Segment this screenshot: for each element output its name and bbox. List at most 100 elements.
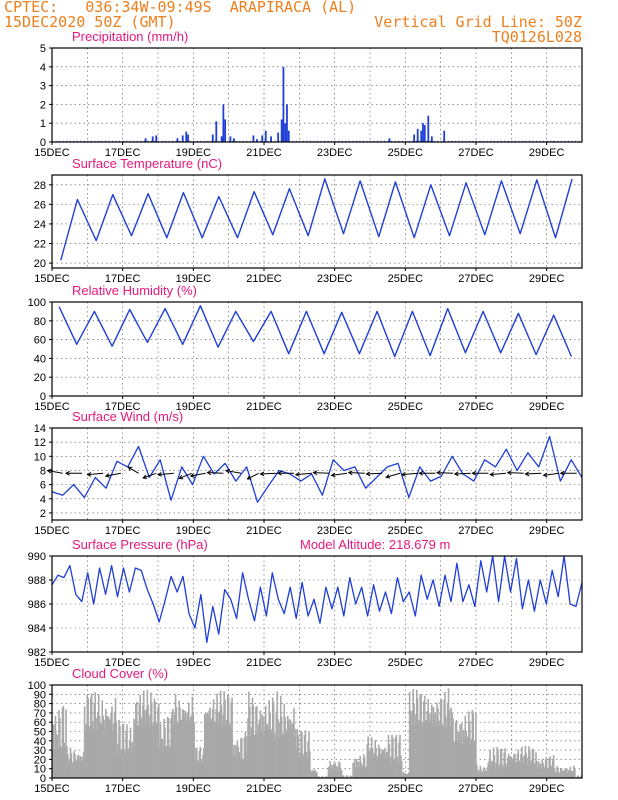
- panel-frame: [51, 427, 583, 521]
- precip-bar: [228, 140, 230, 142]
- cloud-bar: [527, 757, 529, 778]
- cloud-bar: [104, 728, 106, 778]
- precip-bar: [207, 140, 209, 142]
- x-tick-label: 17DEC: [105, 147, 141, 159]
- precip-bar: [518, 140, 520, 142]
- cloud-bar: [577, 775, 580, 778]
- cloud-bar: [190, 715, 193, 778]
- y-tick-label: 80: [34, 316, 46, 328]
- cloud-bar: [478, 770, 481, 778]
- cloud-bar: [338, 761, 340, 778]
- cloud-bar: [518, 760, 520, 778]
- precip-bar: [564, 140, 566, 142]
- cloud-bar: [376, 755, 378, 778]
- cloud-bar: [246, 736, 248, 778]
- cloud-bar: [387, 734, 390, 778]
- x-tick-label: 29DEC: [529, 273, 565, 285]
- cloud-bar: [196, 760, 199, 778]
- cloud-bar: [280, 716, 283, 778]
- x-tick-label: 17DEC: [105, 273, 141, 285]
- precip-bar: [200, 140, 202, 142]
- cloud-bar: [302, 756, 305, 778]
- precip-bar: [261, 135, 264, 142]
- cloud-bar: [499, 748, 502, 778]
- wind-arrow: [506, 470, 524, 476]
- cloud-bar: [77, 754, 80, 778]
- precip-bar: [408, 140, 410, 142]
- x-tick-label: 25DEC: [388, 525, 424, 537]
- cloud-bar: [105, 717, 108, 778]
- cloud-bar: [362, 766, 364, 778]
- wind-arrow: [246, 472, 259, 480]
- cloud-bar: [321, 776, 324, 778]
- cloud-bar: [79, 755, 81, 778]
- cloud-bar: [102, 716, 104, 778]
- cloud-bar: [122, 723, 125, 778]
- panel-title: Surface Pressure (hPa): [72, 537, 208, 552]
- precip-bar: [366, 140, 368, 142]
- y-tick-label: 0: [40, 391, 46, 403]
- cloud-bar: [63, 742, 66, 778]
- cloud-bar: [347, 776, 349, 778]
- cloud-bar: [168, 745, 171, 778]
- precip-bar: [486, 140, 488, 142]
- y-tick-label: 26: [34, 199, 46, 211]
- series-line: [60, 178, 573, 261]
- cloud-bar: [445, 716, 447, 778]
- cloud-bar: [380, 753, 383, 778]
- cloud-bar: [469, 743, 472, 778]
- cloud-bar: [116, 753, 119, 778]
- cloud-bar: [374, 740, 377, 778]
- precip-bar: [189, 140, 191, 142]
- cloud-bar: [405, 773, 407, 778]
- precip-bar: [546, 140, 548, 142]
- cloud-bar: [395, 734, 398, 778]
- cloud-bar: [565, 771, 567, 778]
- cloud-bar: [535, 752, 537, 778]
- precip-bar: [362, 140, 364, 142]
- cloud-bar: [123, 749, 126, 778]
- precip-bar: [287, 130, 290, 142]
- x-tick-label: 29DEC: [529, 783, 565, 795]
- cloud-bar: [91, 721, 94, 778]
- cloud-bar: [81, 756, 83, 778]
- precip-bar: [401, 140, 403, 142]
- wind-arrow: [365, 471, 383, 477]
- cloud-bar: [356, 767, 359, 778]
- cloud-bar: [278, 737, 280, 778]
- cloud-bar: [509, 755, 512, 778]
- vertical-grid-label: Vertical Grid Line: 50Z: [374, 13, 582, 31]
- wind-arrow: [64, 470, 83, 476]
- cloud-bar: [462, 729, 465, 778]
- cloud-bar: [443, 699, 445, 778]
- cloud-bar: [124, 754, 127, 778]
- precip-bar: [256, 140, 258, 142]
- precip-bar: [168, 140, 170, 142]
- precip-bar: [97, 140, 99, 142]
- cloud-bar: [341, 776, 344, 778]
- precip-bar: [507, 140, 509, 142]
- cloud-bar: [133, 718, 135, 778]
- precip-bar: [235, 140, 237, 142]
- cloud-bar: [568, 771, 571, 778]
- precip-bar: [155, 135, 158, 142]
- wind-arrow: [400, 472, 418, 477]
- cloud-bar: [492, 747, 495, 778]
- series-line: [51, 435, 583, 503]
- x-tick-label: 19DEC: [176, 525, 212, 537]
- cloud-bar: [510, 758, 513, 778]
- precip-bar: [260, 140, 262, 142]
- cloud-bar: [559, 772, 561, 778]
- cloud-bar: [333, 769, 336, 778]
- panel-frame: [51, 174, 583, 269]
- cloud-bar: [377, 759, 379, 778]
- cloud-bar: [564, 768, 566, 778]
- precip-bar: [151, 136, 154, 142]
- cloud-bar: [166, 716, 169, 778]
- cloud-bar: [461, 744, 464, 778]
- cloud-bar: [67, 763, 70, 778]
- cloud-bar: [409, 711, 412, 778]
- cloud-bar: [214, 721, 217, 778]
- cloud-bar: [87, 698, 89, 778]
- x-tick-label: 25DEC: [388, 147, 424, 159]
